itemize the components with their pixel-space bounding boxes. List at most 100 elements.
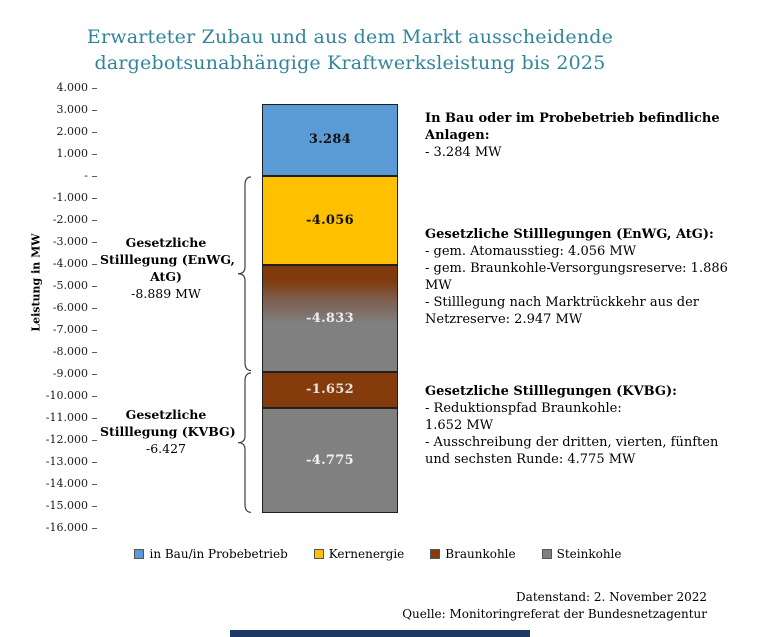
chart-title-line: Erwarteter Zubau und aus dem Markt aussc… [86, 26, 614, 48]
bar-segment-in-bau: 3.284 [262, 103, 398, 176]
left-annotation-heading-line: Gesetzliche [125, 407, 207, 422]
legend-label: Steinkohle [556, 547, 622, 561]
bar-segment-enwg-braunkohle-steinkohle: -4.833 [262, 265, 398, 372]
y-axis-tick-mark [92, 176, 97, 177]
y-axis-tick-mark [92, 396, 97, 397]
legend-swatch-icon [541, 549, 552, 559]
y-axis-tick-label: -9.000 [52, 367, 88, 380]
right-annotation-line: Netzreserve: 2.947 MW [425, 312, 583, 327]
legend-swatch-icon [313, 549, 324, 559]
right-annotation-enwg-atg: Gesetzliche Stilllegungen (EnWG, AtG): -… [425, 226, 728, 328]
left-annotation-heading-line: Gesetzliche [125, 235, 207, 250]
left-annotation-heading-line: AtG) [150, 269, 182, 284]
right-annotation-heading-line: Anlagen: [425, 128, 490, 143]
y-axis-tick-label: -11.000 [45, 411, 88, 424]
right-annotation-line: - Stilllegung nach Marktrückkehr aus der [425, 295, 699, 310]
footer: Datenstand: 2. November 2022 Quelle: Moni… [402, 589, 707, 623]
y-axis-tick-mark [92, 88, 97, 89]
right-annotation-heading: Gesetzliche Stilllegungen (KVBG): [425, 383, 725, 400]
bar-segment-steinkohle-kvbg: -4.775 [262, 407, 398, 513]
y-axis-tick-label: -7.000 [52, 323, 88, 336]
left-annotation-kvbg: Gesetzliche Stilllegung (KVBG) -6.427 [100, 406, 236, 457]
y-axis-tick-label: -8.000 [52, 345, 88, 358]
y-axis-tick-label: -10.000 [45, 389, 88, 402]
y-axis-tick-mark [92, 308, 97, 309]
y-axis-tick-label: 4.000 [56, 81, 89, 94]
y-axis-tick-mark [92, 506, 97, 507]
bar-segment-value: -4.775 [306, 452, 354, 468]
footer-line: Quelle: Monitoringreferat der Bundesnetz… [402, 607, 707, 621]
right-annotation-line: MW [425, 278, 452, 293]
y-axis-tick-mark [92, 528, 97, 529]
y-axis-tick-mark [92, 132, 97, 133]
right-annotation-heading-line: In Bau oder im Probebetrieb befindliche [425, 111, 720, 126]
y-axis-tick-label: 1.000 [56, 147, 89, 160]
y-axis-tick-mark [92, 264, 97, 265]
left-annotation-heading: Gesetzliche Stilllegung (KVBG) [100, 406, 236, 440]
y-axis-tick-label: -1.000 [52, 191, 88, 204]
right-annotation-line: 1.652 MW [425, 418, 494, 433]
y-axis-tick-label: -5.000 [52, 279, 88, 292]
y-axis-tick-mark [92, 110, 97, 111]
footer-line: Datenstand: 2. November 2022 [516, 590, 707, 604]
legend-item: in Bau/in Probebetrieb [134, 547, 288, 561]
right-annotation-line: - gem. Atomausstieg: 4.056 MW [425, 244, 637, 259]
legend-item: Braunkohle [430, 547, 516, 561]
legend-swatch-icon [134, 549, 145, 559]
y-axis-tick-label: -2.000 [52, 213, 88, 226]
y-axis-tick-label: -15.000 [45, 499, 88, 512]
bar-segment-value: -4.833 [306, 310, 354, 326]
y-axis-tick-mark [92, 198, 97, 199]
left-annotation-heading-line: Stilllegung (KVBG) [100, 424, 236, 439]
left-annotation-heading-line: Stilllegung (EnWG, [100, 252, 235, 267]
y-axis-tick-mark [92, 418, 97, 419]
y-axis-tick-label: -3.000 [52, 235, 88, 248]
y-axis-tick-label: -16.000 [45, 521, 88, 534]
legend-swatch-icon [430, 549, 441, 559]
bottom-accent-bar [230, 630, 530, 637]
y-axis-tick-mark [92, 242, 97, 243]
y-axis-tick-mark [92, 286, 97, 287]
right-annotation-line: und sechsten Runde: 4.775 MW [425, 452, 636, 467]
legend-label: in Bau/in Probebetrieb [149, 547, 288, 561]
y-axis-tick-label: -12.000 [45, 433, 88, 446]
right-annotation-kvbg: Gesetzliche Stilllegungen (KVBG): - Redu… [425, 383, 725, 468]
bar-segment-value: 3.284 [308, 132, 352, 148]
legend-label: Braunkohle [445, 547, 516, 561]
right-annotation-body: - Reduktionspfad Braunkohle: 1.652 MW - Au… [425, 400, 725, 468]
bar-segment-kernenergie: -4.056 [262, 176, 398, 266]
y-axis-tick-mark [92, 154, 97, 155]
right-annotation-in-bau: In Bau oder im Probebetrieb befindliche A… [425, 110, 725, 161]
right-annotation-line: - 3.284 MW [425, 145, 502, 160]
right-annotation-line: - Ausschreibung der dritten, vierten, fü… [425, 435, 719, 450]
left-annotation-value: -6.427 [145, 441, 186, 456]
legend: in Bau/in Probebetrieb Kernenergie Braunko… [98, 547, 658, 561]
y-axis-tick-label: -4.000 [52, 257, 88, 270]
right-annotation-body: - 3.284 MW [425, 144, 725, 161]
bar-segment-value: -4.056 [306, 213, 354, 229]
y-axis-tick-label: -13.000 [45, 455, 88, 468]
y-axis-tick-label: 2.000 [56, 125, 89, 138]
y-axis-tick-mark [92, 484, 97, 485]
y-axis-tick-label: -14.000 [45, 477, 88, 490]
y-axis-tick-label: -6.000 [52, 301, 88, 314]
y-axis-tick-mark [92, 440, 97, 441]
y-axis-tick-mark [92, 352, 97, 353]
chart-title: Erwarteter Zubau und aus dem Markt aussc… [58, 24, 642, 76]
legend-item: Kernenergie [313, 547, 405, 561]
y-axis-tick-mark [92, 330, 97, 331]
y-axis-tick-label: - [84, 169, 88, 182]
y-axis-tick-mark [92, 374, 97, 375]
y-axis-tick-label: 3.000 [56, 103, 89, 116]
right-annotation-line: - gem. Braunkohle-Versorgungsreserve: 1.… [425, 261, 728, 276]
left-annotation-enwg-atg: Gesetzliche Stilllegung (EnWG, AtG) -8.889… [100, 234, 235, 302]
right-annotation-heading: In Bau oder im Probebetrieb befindliche A… [425, 110, 725, 144]
left-annotation-value: -8.889 MW [131, 286, 201, 301]
chart-title-line: dargebotsunabhängige Kraftwerksleistung … [94, 52, 606, 74]
right-annotation-heading: Gesetzliche Stilllegungen (EnWG, AtG): [425, 226, 725, 243]
bar-segment-braunkohle-kvbg: -1.652 [262, 371, 398, 408]
legend-label: Kernenergie [328, 547, 405, 561]
bracket-kvbg [237, 371, 252, 513]
right-annotation-line: - Reduktionspfad Braunkohle: [425, 401, 622, 416]
